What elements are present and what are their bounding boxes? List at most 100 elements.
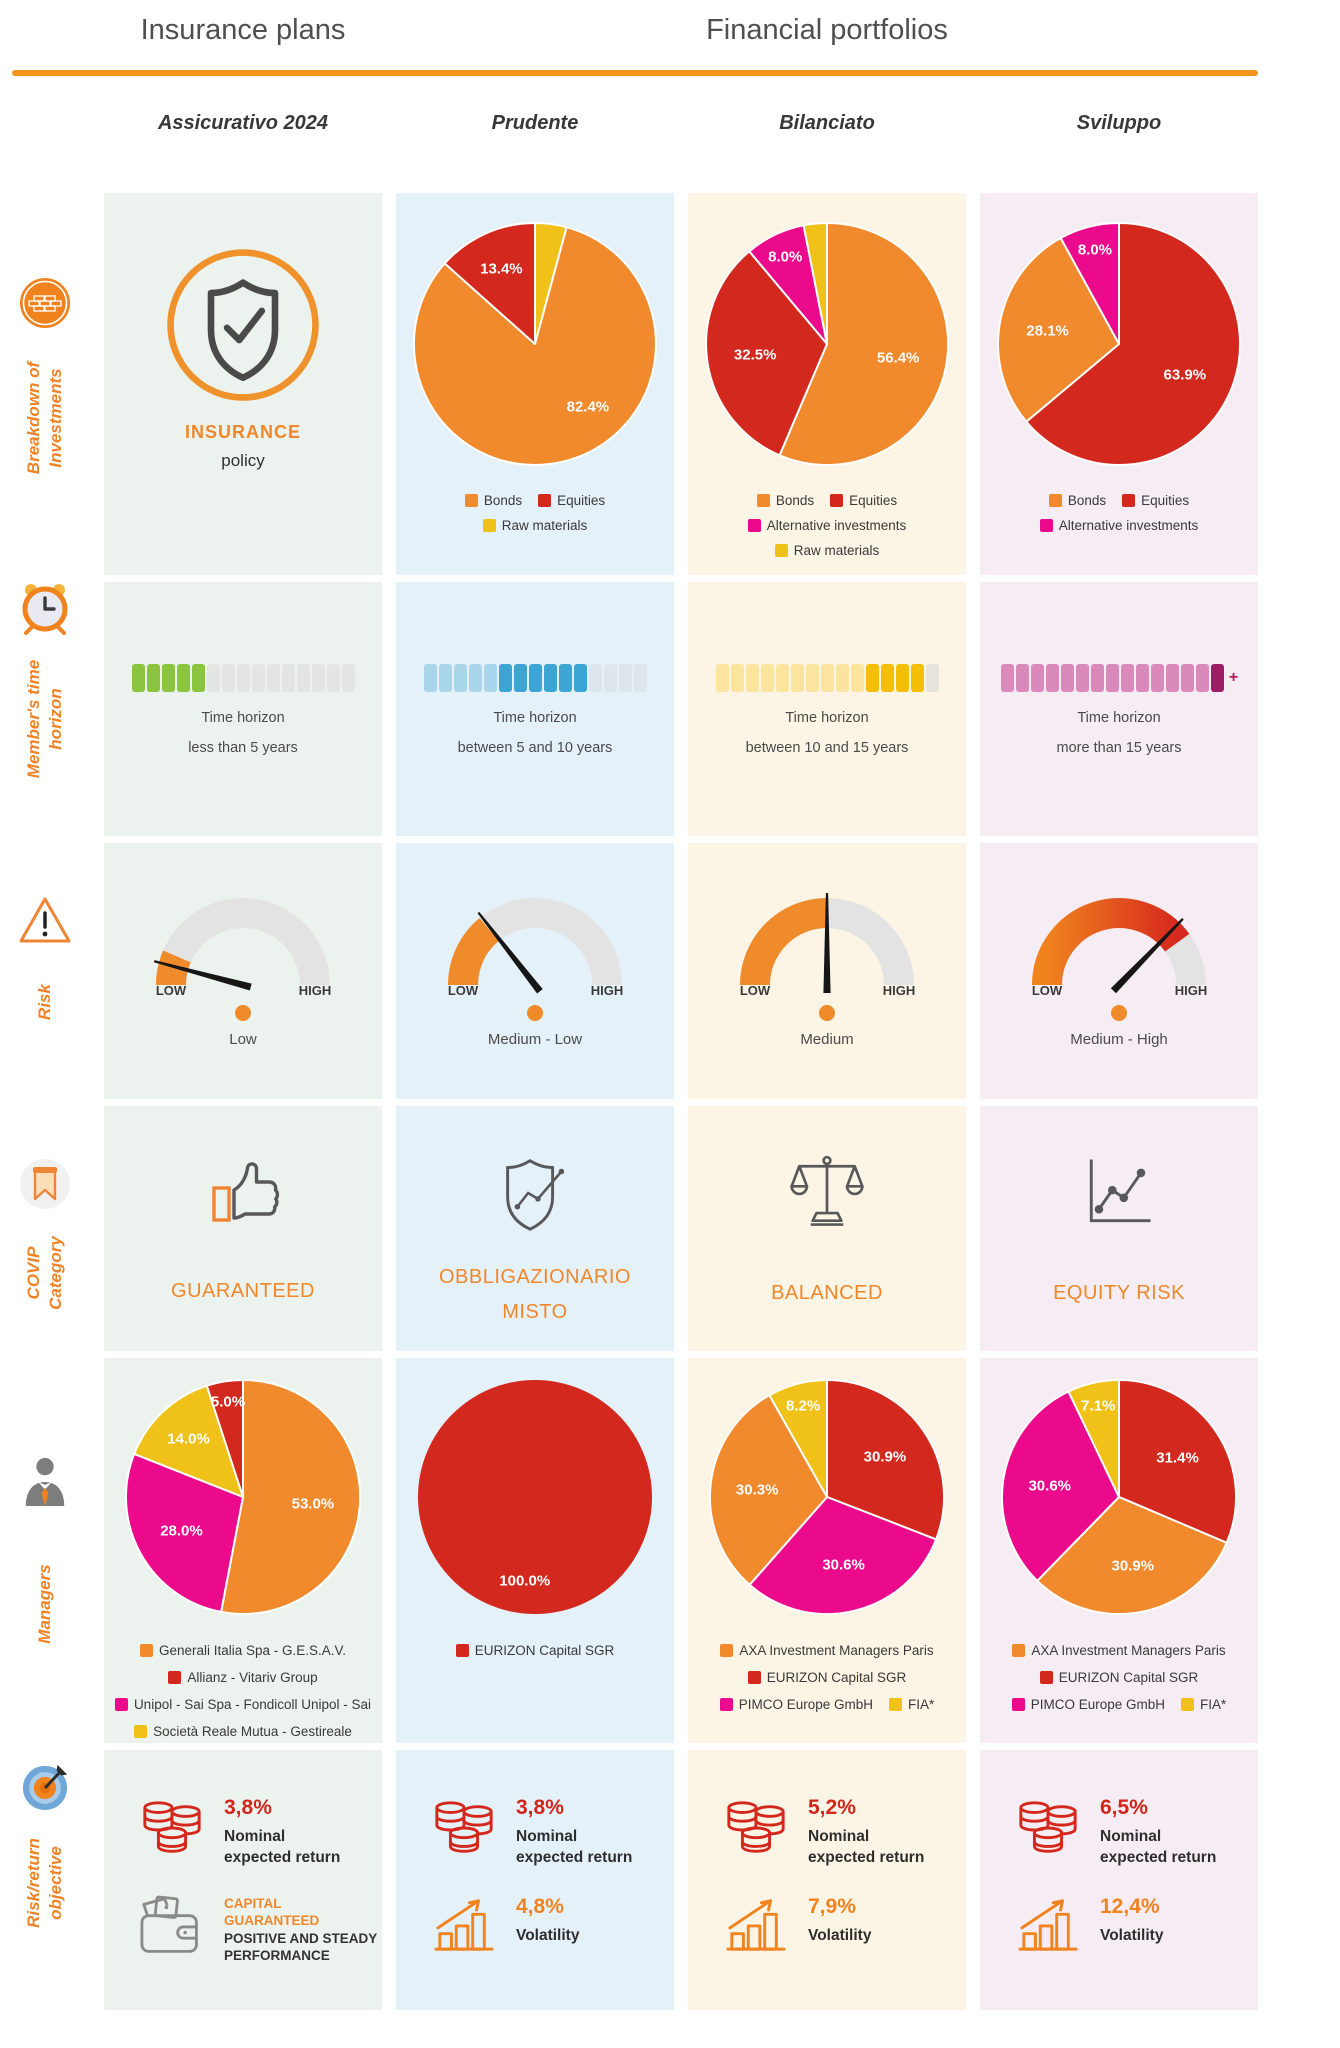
covip-category-label: EQUITY RISK	[1053, 1281, 1185, 1304]
legend-item: Alternative investments	[747, 514, 906, 537]
return-value: 5,2%	[808, 1796, 856, 1819]
legend-swatch	[747, 519, 761, 532]
cell-managers-sviluppo: 31.4% 30.9% 30.6% 7.1% AXA Investment Manag…	[980, 1358, 1258, 1743]
risk-gauge-sviluppo: LOW HIGH	[1008, 869, 1230, 1023]
legend-swatch	[719, 1698, 733, 1711]
horizon-segment	[1000, 664, 1014, 692]
cell-managers-prudente: 100.0% EURIZON Capital SGR	[396, 1358, 674, 1743]
horizon-segment	[326, 664, 340, 692]
legend-swatch	[538, 494, 552, 507]
risk-gauge-prudente: LOW HIGH	[424, 869, 646, 1023]
horizon-segment	[775, 664, 789, 692]
capital-guaranteed-label: CAPITAL GUARANTEED	[224, 1895, 320, 1929]
pie-slice-label: 28.0%	[160, 1522, 203, 1540]
horizon-segment	[266, 664, 280, 692]
legend-item: EURIZON Capital SGR	[1039, 1665, 1198, 1690]
horizon-range: more than 15 years	[1056, 740, 1182, 756]
alarm-clock-icon	[19, 582, 71, 641]
legend-item: Equities	[538, 489, 605, 512]
legend-item: Bonds	[756, 489, 814, 512]
pie-slice-label: 30.6%	[1028, 1477, 1072, 1495]
horizon-segment	[730, 664, 744, 692]
volatility-label: Volatility	[1100, 1926, 1164, 1944]
coins-icon	[426, 1796, 502, 1860]
managers-pie-prudente: 100.0%	[416, 1378, 654, 1616]
horizon-segment	[498, 664, 512, 692]
pie-slice-label: 13.4%	[480, 260, 523, 278]
legend-item: FIA*	[889, 1692, 934, 1717]
row-label-breakdown: Breakdown of Investments	[0, 193, 90, 575]
horizon-segment	[835, 664, 849, 692]
horizon-segment	[453, 664, 467, 692]
legend-swatch	[1012, 1644, 1026, 1657]
horizon-segment	[161, 664, 175, 692]
legend-swatch	[774, 544, 788, 557]
cell-objective-prudente: 3,8% Nominal expected return 4,8% Volati…	[396, 1750, 674, 2010]
horizon-segment	[311, 664, 325, 692]
cell-managers-assicurativo: 53.0% 28.0% 14.0% 5.0% Generali Italia Spa …	[104, 1358, 382, 1743]
horizon-segment	[513, 664, 527, 692]
svg-text:LOW: LOW	[740, 983, 771, 998]
volatility-block: 7,9% Volatility	[718, 1895, 966, 1953]
coins-icon	[134, 1796, 210, 1860]
pie-slice-label: 8.0%	[1077, 241, 1113, 259]
risk-gauge-bilanciato: LOW HIGH	[716, 869, 938, 1023]
policy-label: policy	[221, 451, 265, 470]
pie-slice-label: 7.1%	[1081, 1397, 1116, 1415]
performance-label: POSITIVE AND STEADY PERFORMANCE	[224, 1930, 378, 1964]
breakdown-pie-bilanciato: 56.4% 32.5% 8.0%	[704, 221, 950, 467]
horizon-segment	[558, 664, 572, 692]
horizon-segment	[176, 664, 190, 692]
legend-item: Equities	[830, 489, 897, 512]
legend-swatch	[139, 1644, 153, 1657]
cell-risk-assicurativo: LOW HIGH Low	[104, 843, 382, 1099]
legend-item: AXA Investment Managers Paris	[720, 1638, 934, 1663]
legend-item: Raw materials	[482, 514, 587, 537]
shield-chart-icon	[491, 1150, 579, 1243]
section-titles: Insurance plans Financial portfolios	[0, 14, 1340, 47]
legend-swatch	[889, 1698, 903, 1711]
horizon-segment	[880, 664, 894, 692]
horizon-segment	[895, 664, 909, 692]
horizon-segment	[543, 664, 557, 692]
cell-managers-bilanciato: 30.9% 30.6% 30.3% 8.2% AXA Investment Manag…	[688, 1358, 966, 1743]
horizon-segment	[1090, 664, 1104, 692]
horizon-segment	[1165, 664, 1179, 692]
horizon-caption: Time horizon	[1077, 710, 1161, 726]
legend-swatch	[168, 1671, 182, 1684]
horizon-segment	[820, 664, 834, 692]
horizon-segment	[1015, 664, 1029, 692]
managers-legend-sviluppo: AXA Investment Managers Paris EURIZON Cap…	[981, 1638, 1257, 1717]
nominal-return-block: 5,2% Nominal expected return	[718, 1796, 966, 1869]
pie-slice-label: 30.6%	[822, 1556, 865, 1574]
coins-icon	[718, 1796, 794, 1860]
risk-gauge-assicurativo: LOW HIGH	[132, 869, 354, 1023]
row-label-text: Risk	[34, 983, 54, 1020]
horizon-segment	[281, 664, 295, 692]
financial-portfolios-title: Financial portfolios	[706, 14, 948, 46]
horizon-segment	[573, 664, 587, 692]
row-label-text: Risk/return objective	[23, 1837, 65, 1928]
return-label: Nominal expected return	[516, 1828, 633, 1866]
return-value: 3,8%	[224, 1796, 272, 1819]
wallet-icon	[134, 1895, 210, 1957]
svg-text:HIGH: HIGH	[1175, 983, 1208, 998]
insurance-policy-badge: INSURANCE policy	[163, 221, 323, 471]
cell-horizon-bilanciato: Time horizon between 10 and 15 years	[688, 582, 966, 836]
svg-text:HIGH: HIGH	[299, 983, 332, 998]
volatility-chart-icon	[426, 1895, 502, 1953]
horizon-segment	[910, 664, 924, 692]
risk-level-label: Medium - Low	[487, 1031, 583, 1048]
legend-item: EURIZON Capital SGR	[747, 1665, 906, 1690]
pie-slice-label: 82.4%	[566, 398, 610, 416]
cell-covip-sviluppo: EQUITY RISK	[980, 1106, 1258, 1351]
cell-covip-assicurativo: GUARANTEED	[104, 1106, 382, 1351]
legend-swatch	[1039, 519, 1053, 532]
coins-icon	[1010, 1796, 1086, 1860]
thumbs-up-icon	[201, 1150, 285, 1239]
nominal-return-block: 6,5% Nominal expected return	[1010, 1796, 1258, 1869]
legend-swatch	[747, 1671, 761, 1684]
horizon-segment	[483, 664, 497, 692]
horizon-segment	[191, 664, 205, 692]
pie-slice-label: 31.4%	[1156, 1449, 1199, 1467]
